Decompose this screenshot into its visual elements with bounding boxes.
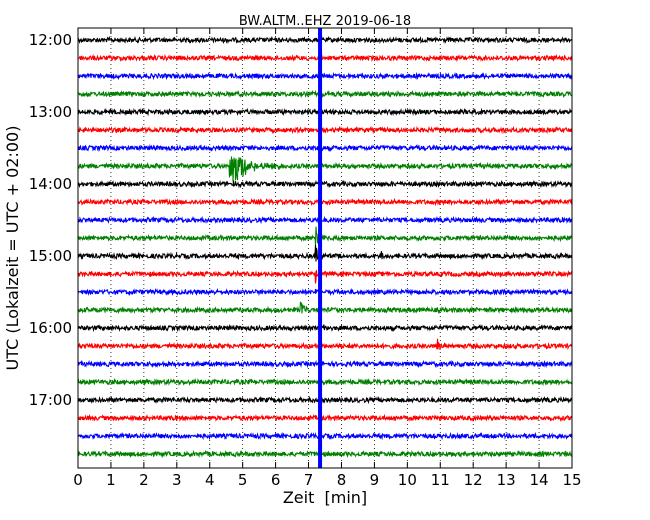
y-tick-label: 13:00: [29, 103, 72, 121]
x-tick-label: 5: [238, 471, 248, 489]
seismic-trace: [77, 323, 573, 333]
traces: [77, 28, 573, 468]
x-tick-label: 6: [271, 471, 281, 489]
seismic-trace: [77, 359, 573, 369]
x-tick-label: 8: [337, 471, 347, 489]
seismic-trace: [77, 53, 573, 63]
seismic-trace: [77, 107, 573, 117]
seismic-trace: [77, 395, 573, 405]
y-tick-label: 15:00: [29, 247, 72, 265]
grid-lines: [110, 28, 540, 468]
seismic-trace: [77, 156, 573, 182]
seismic-trace: [77, 244, 573, 262]
seismic-trace: [77, 35, 573, 45]
x-tick-label: 10: [398, 471, 417, 489]
y-tick-label: 12:00: [29, 31, 72, 49]
x-tick-label: 1: [106, 471, 116, 489]
seismic-trace: [77, 215, 573, 225]
seismic-trace: [77, 449, 573, 459]
seismic-trace: [77, 143, 573, 153]
x-tick-label: 3: [172, 471, 182, 489]
chart-title: BW.ALTM..EHZ 2019-06-18: [239, 14, 411, 29]
seismic-trace: [77, 89, 573, 99]
seismic-trace: [77, 301, 573, 315]
vertical-spike: [318, 28, 323, 468]
seismic-trace: [77, 338, 573, 351]
x-tick-labels: 0 1 2 3 4 5 6 7 8 9 10 11 12 13 14 15: [73, 471, 581, 489]
x-tick-label: 14: [530, 471, 549, 489]
y-tick-label: 14:00: [29, 175, 72, 193]
x-tick-label: 12: [464, 471, 483, 489]
seismic-trace: [77, 431, 573, 441]
seismic-trace: [77, 413, 573, 423]
y-tick-labels: 12:00 13:00 14:00 15:00 16:00 17:00: [29, 31, 72, 409]
seismic-trace: [77, 226, 573, 245]
y-tick-label: 16:00: [29, 319, 72, 337]
y-tick-label: 17:00: [29, 391, 72, 409]
seismic-trace: [77, 197, 573, 207]
y-axis-label: UTC (Lokalzeit = UTC + 02:00): [3, 126, 22, 371]
x-tick-label: 15: [562, 471, 581, 489]
seismic-trace: [77, 125, 573, 135]
plot-frame: [77, 27, 573, 469]
x-axis-label: Zeit [min]: [283, 488, 367, 507]
seismic-trace: [77, 287, 573, 297]
seismic-trace: [77, 179, 573, 189]
x-tick-label: 11: [431, 471, 450, 489]
seismic-trace: [77, 71, 573, 81]
seismic-trace: [77, 269, 573, 284]
x-tick-label: 4: [205, 471, 215, 489]
x-tick-label: 13: [497, 471, 516, 489]
x-tick-label: 9: [370, 471, 380, 489]
seismic-trace: [77, 377, 573, 387]
x-tick-label: 2: [139, 471, 149, 489]
x-tick-label: 7: [304, 471, 314, 489]
x-tick-label: 0: [73, 471, 83, 489]
